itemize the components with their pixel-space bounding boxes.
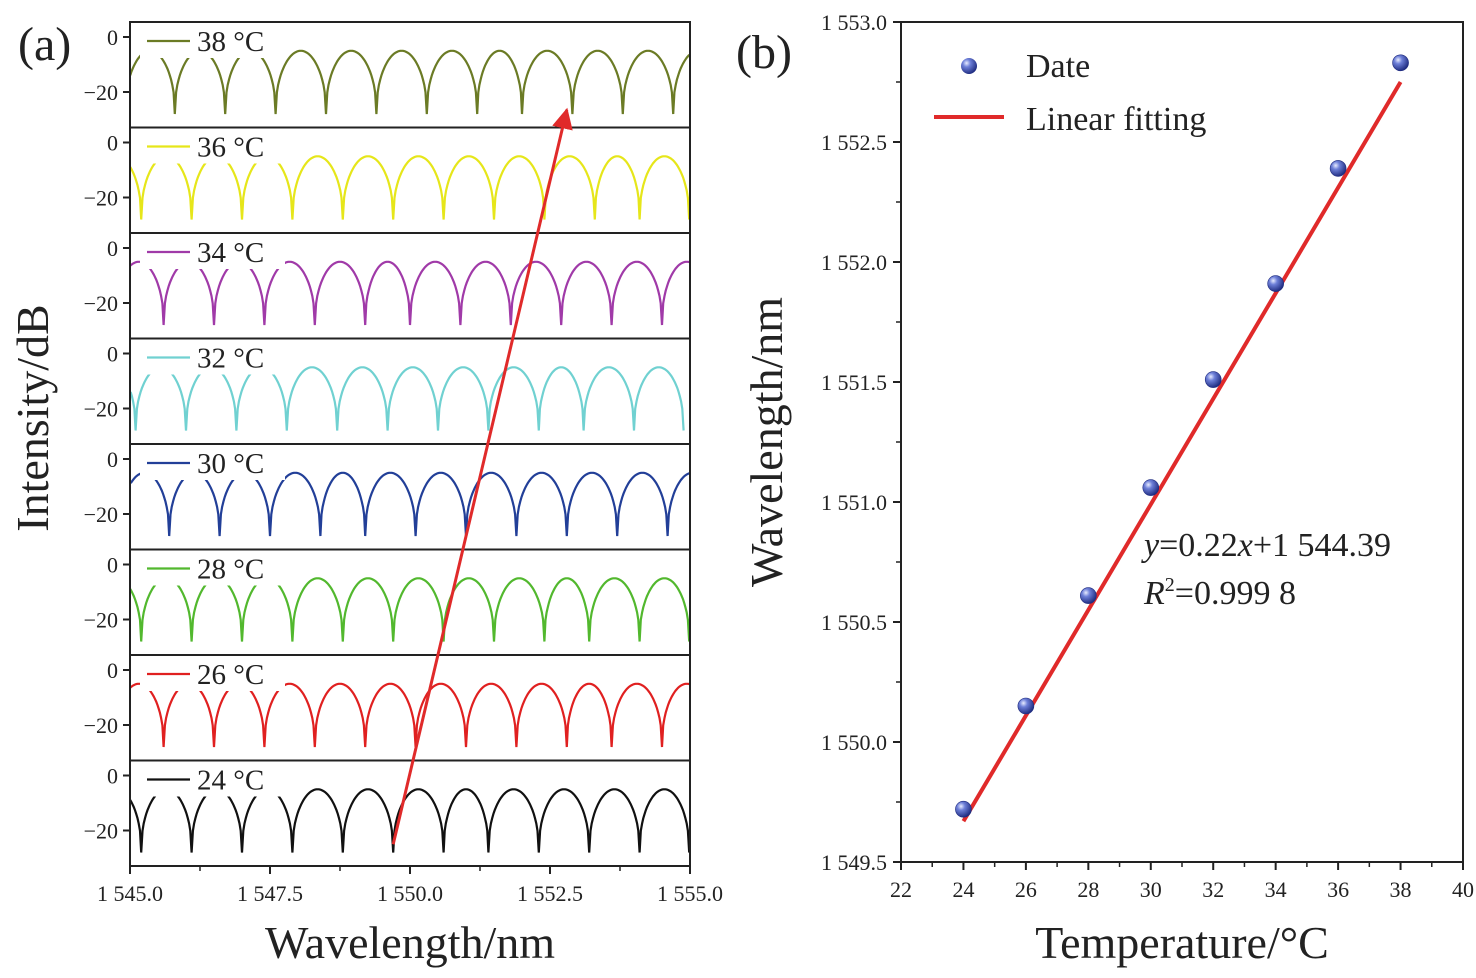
y-tick-label: 0 [107, 25, 118, 50]
y-tick-label: −20 [84, 186, 118, 211]
trace-legend-label: 32 °C [197, 343, 264, 375]
trace-1 [129, 49, 691, 115]
legend-label-fit: Linear fitting [1026, 101, 1206, 138]
y-tick-label: −20 [84, 819, 118, 844]
panel-a-y-ticks: 0 −20 0 −20 0 −20 0 −20 0 −20 0 −20 0 −20 0 −20 [84, 25, 130, 844]
legend-label-date: Date [1026, 48, 1090, 85]
trace-5 [129, 471, 691, 537]
x-tick-label: 1 552.5 [517, 881, 583, 906]
panel-b-x-axis-title: Temperature/°C [1035, 917, 1329, 968]
y-tick-label: 1 550.5 [821, 610, 887, 635]
data-points [955, 54, 1409, 818]
panel-a-y-axis-title: Intensity/dB [7, 304, 58, 531]
fit-equation: y=0.22x+1 544.39 [1141, 527, 1391, 564]
y-tick-label: 1 551.0 [821, 490, 887, 515]
panel-a-traces: 38 °C 36 °C 34 °C 32 °C 30 °C 28 °C 26 °C 24 °C [129, 24, 691, 853]
x-tick-label: 40 [1452, 877, 1474, 902]
trace-legend-label: 26 °C [197, 659, 264, 691]
panel-b-frame [900, 21, 1464, 863]
x-tick-label: 1 550.0 [377, 881, 443, 906]
x-tick-label: 1 547.5 [237, 881, 303, 906]
x-tick-label: 28 [1077, 877, 1099, 902]
x-tick-label: 24 [952, 877, 974, 902]
data-point [955, 800, 972, 818]
y-tick-label: 1 552.0 [821, 250, 887, 275]
y-tick-label: 1 553.0 [821, 10, 887, 35]
x-tick-label: 36 [1327, 877, 1349, 902]
x-tick-label: 32 [1202, 877, 1224, 902]
y-tick-label: 0 [107, 447, 118, 472]
panel-b-y-ticks: 1 549.5 1 550.0 1 550.5 1 551.0 1 551.5 1 552… [821, 10, 901, 875]
x-tick-label: 38 [1390, 877, 1412, 902]
trace-3 [129, 260, 690, 326]
data-point [1267, 275, 1284, 292]
legend-marker-date [961, 58, 977, 74]
x-tick-label: 26 [1015, 877, 1037, 902]
trace-legend-label: 34 °C [197, 237, 264, 269]
trace-2 [129, 155, 691, 220]
y-tick-label: 0 [107, 658, 118, 683]
y-tick-label: 0 [107, 764, 118, 789]
y-tick-label: 0 [107, 236, 118, 261]
trace-legend-label: 28 °C [197, 554, 264, 586]
y-tick-label: −20 [84, 713, 118, 738]
x-tick-label: 30 [1140, 877, 1162, 902]
trace-legend-label: 38 °C [197, 26, 264, 58]
y-tick-label: 0 [107, 553, 118, 578]
y-tick-label: 1 551.5 [821, 370, 887, 395]
panel-a-x-ticks: 1 545.0 1 547.5 1 550.0 1 552.5 1 555.0 [97, 866, 723, 906]
shift-arrow [391, 107, 573, 845]
legend: Date Linear fitting [934, 48, 1206, 138]
x-tick-label: 1 555.0 [657, 881, 723, 906]
trace-6 [129, 577, 691, 642]
data-point [1392, 54, 1409, 72]
y-tick-label: −20 [84, 608, 118, 633]
panel-b-plot: 22 24 26 28 30 32 34 36 38 40 1 549.5 1 550.0 1 550… [741, 10, 1474, 968]
trace-legend-label: 30 °C [197, 448, 264, 480]
x-tick-label: 22 [890, 877, 912, 902]
panel-a-x-axis-title: Wavelength/nm [265, 917, 555, 968]
trace-8 [129, 788, 691, 853]
panel-a-frames [129, 21, 691, 867]
y-tick-label: 1 552.5 [821, 130, 887, 155]
data-point [1017, 697, 1035, 715]
panel-b-x-ticks: 22 24 26 28 30 32 34 36 38 40 [890, 862, 1474, 902]
y-tick-label: 0 [107, 131, 118, 156]
linear-fit-line [961, 80, 1403, 823]
y-tick-label: 1 550.0 [821, 730, 887, 755]
trace-7 [129, 682, 690, 748]
x-tick-label: 1 545.0 [97, 881, 163, 906]
trace-legend-label: 36 °C [197, 132, 264, 164]
trace-4 [129, 366, 685, 431]
r-squared: R2=0.999 8 [1143, 574, 1296, 612]
panel-a-plot: 38 °C 36 °C 34 °C 32 °C 30 °C 28 °C 26 °C 24 °C… [7, 21, 723, 968]
data-point [1329, 160, 1347, 177]
y-tick-label: −20 [84, 291, 118, 316]
panel-b-label: (b) [736, 26, 792, 79]
y-tick-label: −20 [84, 397, 118, 422]
panel-b-y-axis-title: Wavelength/nm [741, 297, 792, 587]
data-point [1080, 587, 1097, 604]
y-tick-label: 1 549.5 [821, 850, 887, 875]
y-tick-label: 0 [107, 342, 118, 367]
data-point [1142, 479, 1160, 496]
data-point [1204, 371, 1222, 388]
y-tick-label: −20 [84, 80, 118, 105]
trace-legend-label: 24 °C [197, 765, 264, 797]
panel-a-label: (a) [18, 18, 71, 71]
x-tick-label: 34 [1265, 877, 1287, 902]
y-tick-label: −20 [84, 502, 118, 527]
